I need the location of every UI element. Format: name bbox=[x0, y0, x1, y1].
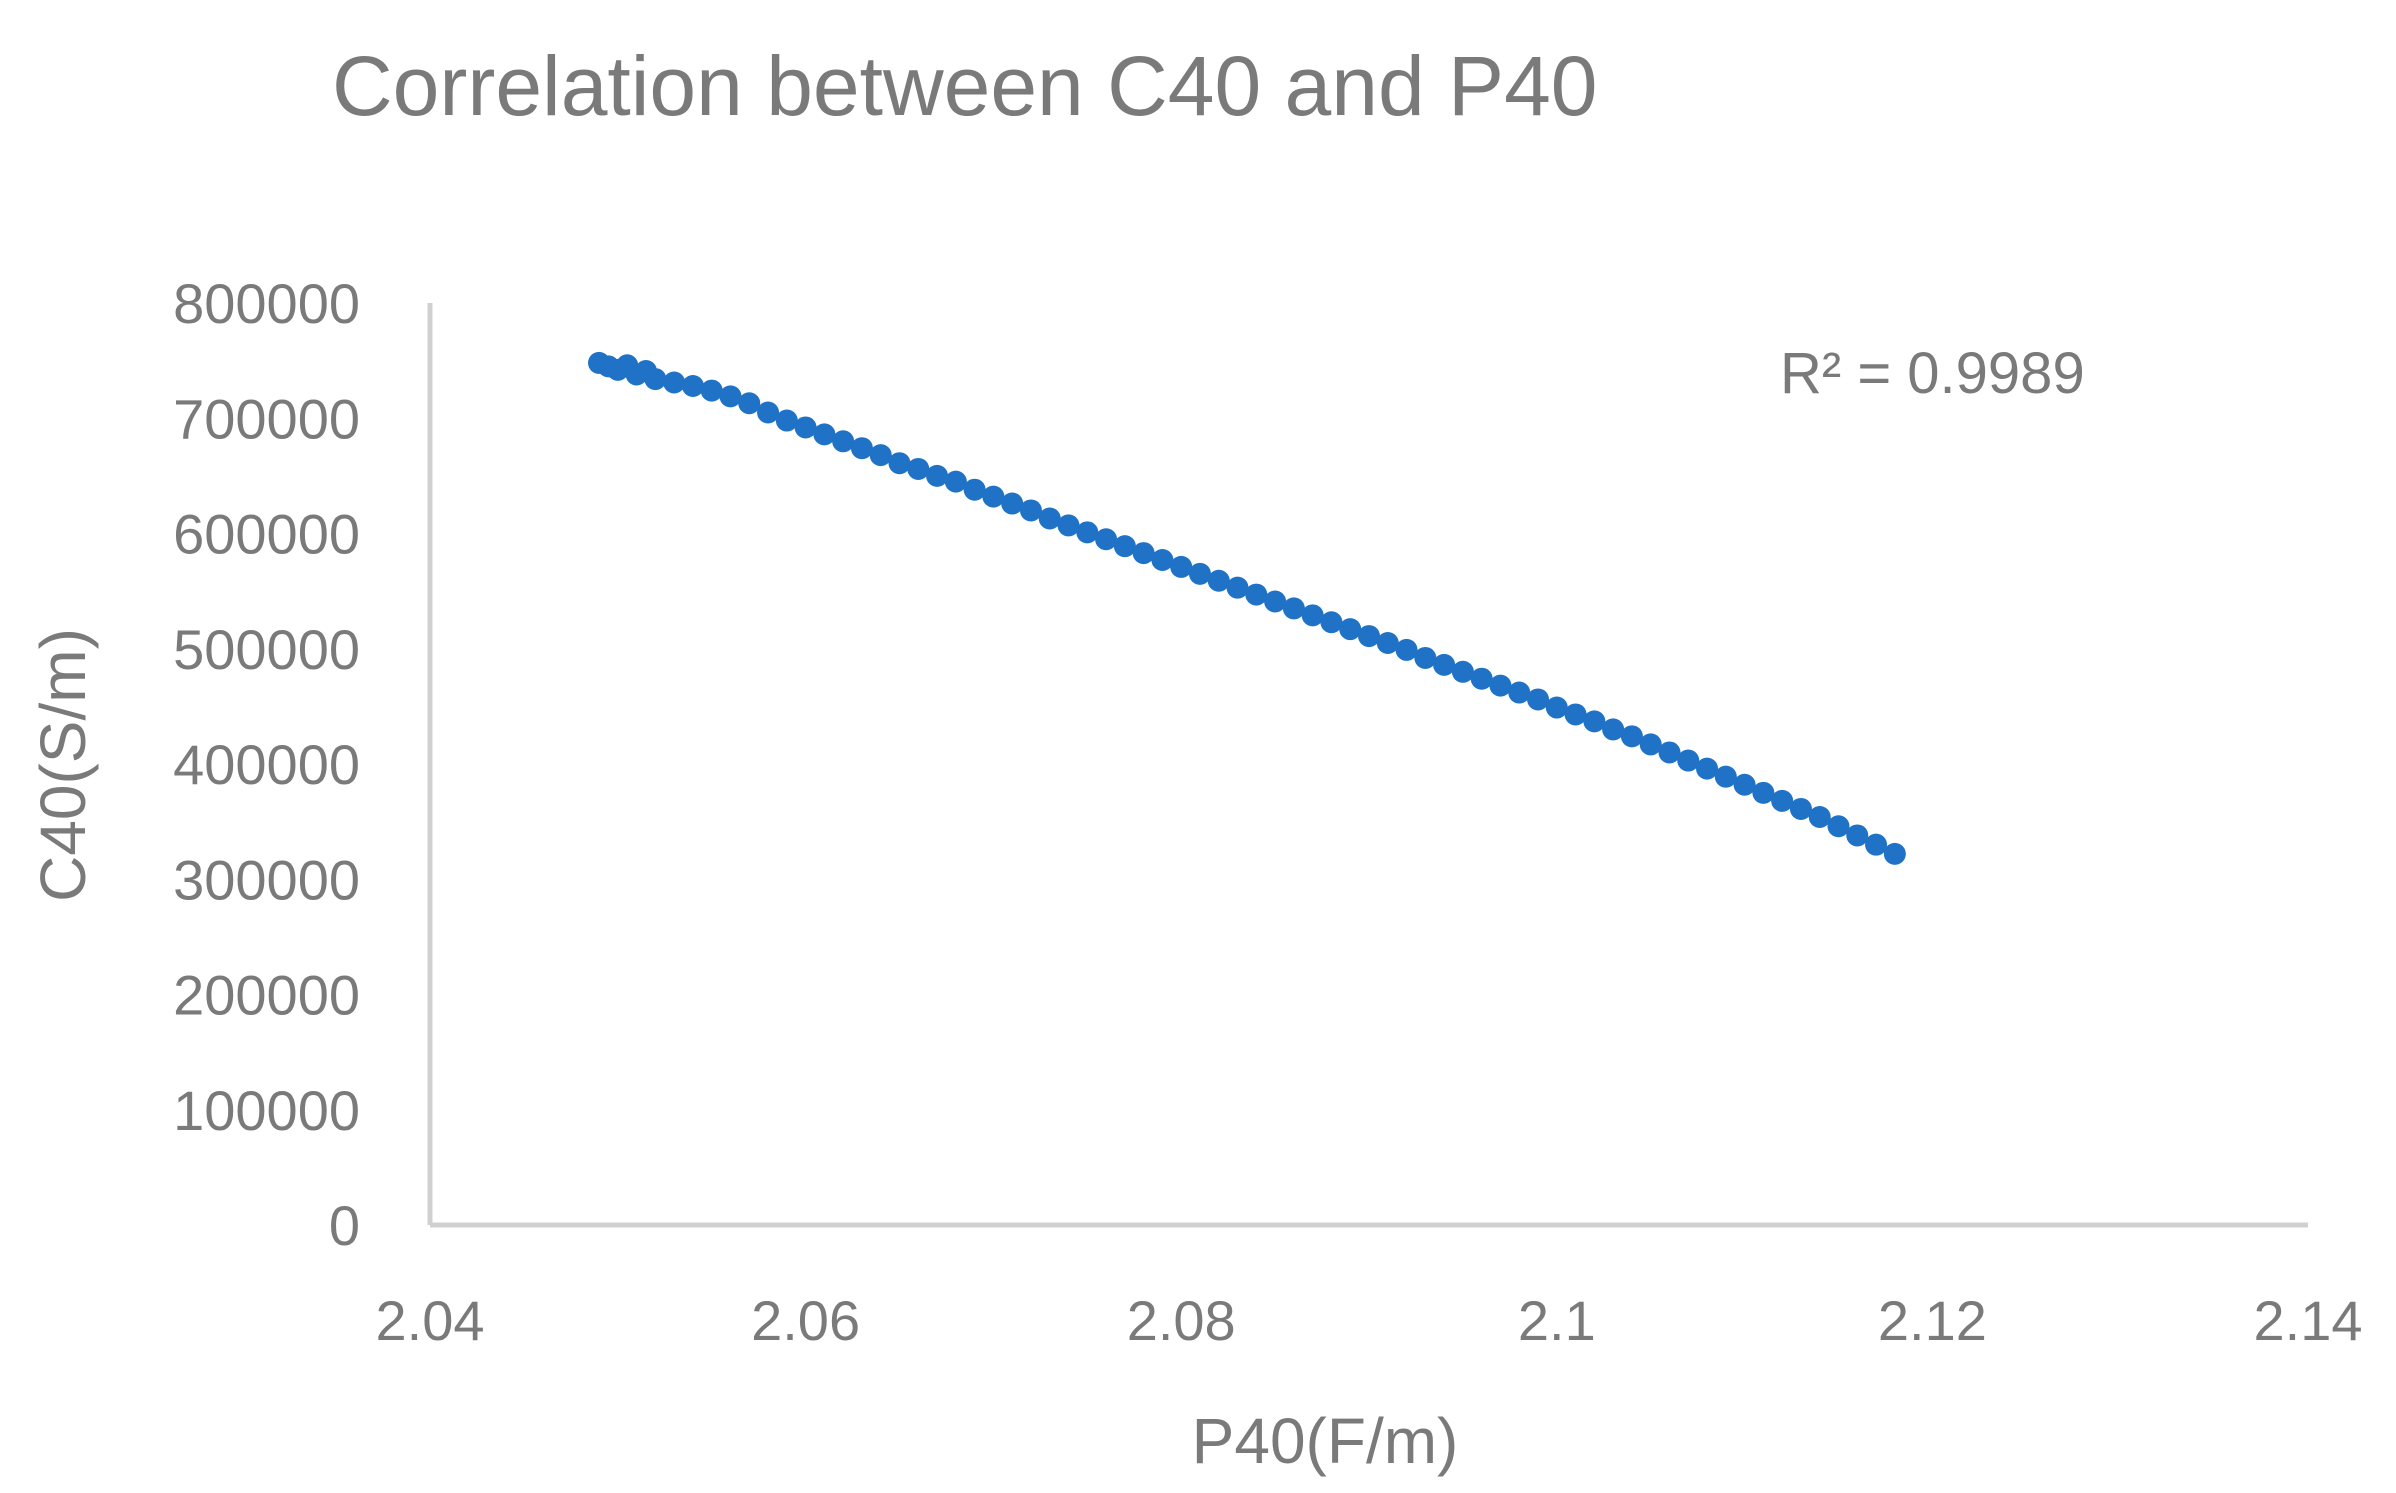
y-tick-label: 0 bbox=[329, 1194, 360, 1257]
data-point bbox=[1508, 681, 1531, 704]
x-axis-label: P40(F/m) bbox=[1192, 1405, 1459, 1477]
data-point bbox=[1696, 757, 1719, 780]
data-point bbox=[888, 452, 911, 475]
data-point bbox=[1433, 653, 1456, 676]
data-point bbox=[1207, 569, 1230, 592]
y-tick-label: 800000 bbox=[173, 272, 360, 335]
x-tick-label: 2.06 bbox=[751, 1289, 860, 1352]
data-point bbox=[1789, 797, 1812, 820]
data-point bbox=[1132, 542, 1155, 565]
data-point bbox=[1019, 499, 1042, 522]
data-point bbox=[813, 423, 836, 446]
y-tick-label: 200000 bbox=[173, 964, 360, 1027]
data-point bbox=[1245, 583, 1268, 606]
data-point bbox=[850, 437, 873, 460]
data-point bbox=[1038, 507, 1061, 530]
data-point bbox=[1188, 562, 1211, 585]
data-point bbox=[1677, 749, 1700, 772]
data-point bbox=[757, 401, 780, 424]
data-point bbox=[1282, 597, 1305, 620]
data-point bbox=[794, 416, 817, 439]
data-point bbox=[963, 478, 986, 501]
data-point bbox=[1301, 604, 1324, 627]
data-point bbox=[1602, 718, 1625, 741]
data-point bbox=[1545, 696, 1568, 719]
data-point bbox=[1639, 733, 1662, 756]
y-tick-label: 300000 bbox=[173, 848, 360, 911]
data-point bbox=[1358, 625, 1380, 648]
y-tick-labels: 0 100000 200000 300000 400000 500000 600000 700… bbox=[173, 272, 360, 1257]
data-point bbox=[1865, 833, 1888, 856]
y-tick-label: 500000 bbox=[173, 618, 360, 681]
data-point bbox=[1113, 535, 1136, 558]
y-tick-label: 700000 bbox=[173, 387, 360, 450]
data-point bbox=[1451, 660, 1474, 683]
data-point bbox=[1095, 528, 1118, 551]
data-point bbox=[700, 379, 723, 402]
data-point bbox=[1320, 611, 1343, 634]
data-point bbox=[1658, 741, 1681, 764]
data-point bbox=[1752, 781, 1775, 804]
data-point bbox=[1527, 688, 1550, 711]
data-point bbox=[1714, 765, 1737, 788]
data-point bbox=[1395, 638, 1418, 661]
x-tick-label: 2.12 bbox=[1878, 1289, 1987, 1352]
data-point bbox=[1583, 710, 1606, 733]
data-point bbox=[738, 392, 761, 415]
r-squared-annotation: R² = 0.9989 bbox=[1780, 341, 2085, 406]
data-point bbox=[1883, 842, 1906, 865]
chart-title: Correlation between C40 and P40 bbox=[332, 39, 1598, 133]
y-axis-label: C40(S/m) bbox=[27, 628, 99, 902]
x-tick-labels: 2.04 2.06 2.08 2.1 2.12 2.14 bbox=[376, 1289, 2363, 1352]
data-point bbox=[1846, 824, 1869, 847]
x-tick-label: 2.14 bbox=[2254, 1289, 2363, 1352]
data-point bbox=[1151, 549, 1174, 572]
data-point bbox=[1339, 618, 1362, 641]
y-tick-label: 100000 bbox=[173, 1079, 360, 1142]
data-point bbox=[1170, 555, 1193, 578]
data-point bbox=[944, 470, 967, 493]
data-point bbox=[681, 374, 704, 397]
data-point bbox=[1376, 631, 1399, 654]
data-point bbox=[1620, 725, 1643, 748]
x-tick-label: 2.1 bbox=[1518, 1289, 1596, 1352]
data-point bbox=[1470, 667, 1493, 690]
scatter-points bbox=[588, 351, 1906, 865]
data-point bbox=[1808, 806, 1831, 829]
data-point bbox=[982, 485, 1005, 508]
data-point bbox=[663, 371, 686, 394]
data-point bbox=[644, 368, 667, 391]
data-point bbox=[1057, 514, 1080, 537]
data-point bbox=[1564, 703, 1587, 726]
data-point bbox=[1226, 576, 1249, 599]
x-tick-label: 2.08 bbox=[1127, 1289, 1236, 1352]
data-point bbox=[1489, 674, 1512, 697]
data-point bbox=[1264, 590, 1287, 613]
x-tick-label: 2.04 bbox=[376, 1289, 485, 1352]
y-tick-label: 400000 bbox=[173, 733, 360, 796]
data-point bbox=[832, 430, 855, 453]
data-point bbox=[869, 444, 892, 467]
data-point bbox=[1771, 789, 1794, 812]
data-point bbox=[1001, 492, 1024, 515]
data-point bbox=[1414, 646, 1437, 669]
data-point bbox=[775, 409, 798, 432]
data-point bbox=[719, 385, 742, 408]
data-point bbox=[926, 464, 949, 487]
data-point bbox=[1827, 815, 1850, 838]
data-point bbox=[907, 457, 930, 480]
y-tick-label: 600000 bbox=[173, 503, 360, 566]
data-point bbox=[1076, 521, 1099, 544]
data-point bbox=[1733, 773, 1756, 796]
